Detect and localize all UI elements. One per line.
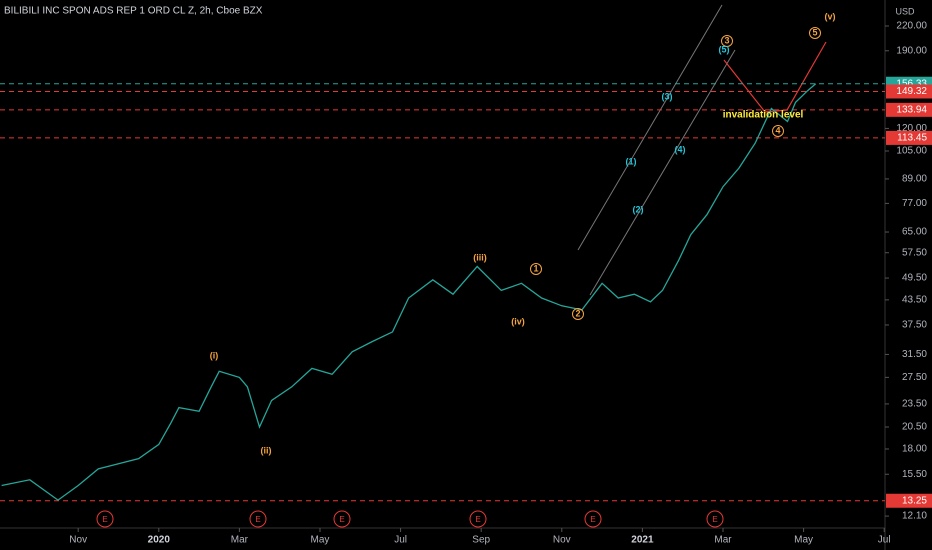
channel-line	[589, 49, 736, 296]
y-tick-label: 77.00	[902, 198, 927, 209]
earnings-label: E	[590, 515, 595, 524]
currency: USD	[895, 6, 915, 16]
price-tag	[886, 493, 932, 508]
y-tick-label: 105.00	[896, 146, 927, 157]
wave-circle	[772, 125, 784, 137]
wave-label: (3)	[662, 91, 673, 101]
x-tick-label: May	[794, 535, 813, 546]
y-tick-label: 190.00	[896, 45, 927, 56]
y-tick-label: 27.50	[902, 372, 927, 383]
price-tag	[886, 102, 932, 117]
y-tick-label: 37.50	[902, 320, 927, 331]
earnings-circle	[96, 510, 114, 528]
x-tick-label: Mar	[231, 535, 249, 546]
earnings-label: E	[475, 515, 480, 524]
y-tick-label: 23.50	[902, 399, 927, 410]
price-tag-label: 13.25	[902, 495, 927, 506]
price-tag	[886, 84, 932, 99]
x-tick-label: May	[311, 535, 330, 546]
channel-line	[577, 4, 723, 251]
wave-label: invalidation level	[723, 110, 804, 121]
wave-label: 4	[775, 125, 780, 135]
y-tick-label: 12.10	[902, 511, 927, 522]
x-tick-label: Jul	[878, 535, 891, 546]
wave-circle	[530, 263, 542, 275]
chart-title: BILIBILI INC SPON ADS REP 1 ORD CL Z, 2h…	[4, 6, 263, 17]
wave-label: 2	[575, 308, 580, 318]
y-tick-label: 15.50	[902, 469, 927, 480]
price-tag-label: 149.32	[896, 86, 927, 97]
earnings-label: E	[102, 515, 107, 524]
y-tick-label: 20.50	[902, 422, 927, 433]
price-tag	[886, 130, 932, 145]
wave-circle	[809, 27, 821, 39]
x-tick-label: Sep	[472, 535, 490, 546]
earnings-circle	[706, 510, 724, 528]
y-tick-label: 120.00	[896, 123, 927, 134]
wave-label: (2)	[633, 204, 644, 214]
price-line	[1, 83, 817, 501]
price-tag-label: 113.45	[897, 133, 927, 144]
y-tick-label: 49.50	[902, 273, 927, 284]
y-tick-label: 220.00	[896, 21, 927, 32]
wave-label: (v)	[825, 11, 836, 21]
x-tick-label: Nov	[69, 535, 87, 546]
wave-circle	[721, 35, 733, 47]
earnings-label: E	[255, 515, 260, 524]
y-tick-label: 31.50	[902, 349, 927, 360]
x-tick-label: 2020	[148, 535, 171, 546]
wave-label: (1)	[626, 156, 637, 166]
earnings-circle	[584, 510, 602, 528]
earnings-label: E	[712, 515, 717, 524]
wave-label: (5)	[719, 44, 730, 54]
wave-circle	[572, 308, 584, 320]
x-tick-label: Mar	[714, 535, 732, 546]
price-tag-label: 156.33	[896, 78, 927, 89]
wave-label: 5	[812, 27, 817, 37]
earnings-circle	[249, 510, 267, 528]
forecast-arrow	[723, 41, 827, 113]
y-tick-label: 89.00	[902, 174, 927, 185]
x-tick-label: Jul	[394, 535, 407, 546]
wave-label: (4)	[675, 144, 686, 154]
earnings-circle	[333, 510, 351, 528]
earnings-label: E	[339, 515, 344, 524]
price-tag-label: 133.94	[896, 104, 927, 115]
wave-label: (i)	[210, 350, 219, 360]
wave-label: 1	[533, 263, 538, 273]
wave-label: (iii)	[473, 252, 487, 262]
wave-label: (iv)	[511, 316, 525, 326]
y-tick-label: 57.50	[902, 247, 927, 258]
wave-label: 3	[724, 35, 729, 45]
y-tick-label: 18.00	[902, 444, 927, 455]
y-tick-label: 65.00	[902, 227, 927, 238]
x-tick-label: Nov	[553, 535, 571, 546]
x-tick-label: 2021	[631, 535, 654, 546]
y-tick-label: 43.50	[902, 295, 927, 306]
wave-label: (ii)	[261, 445, 272, 455]
earnings-circle	[469, 510, 487, 528]
